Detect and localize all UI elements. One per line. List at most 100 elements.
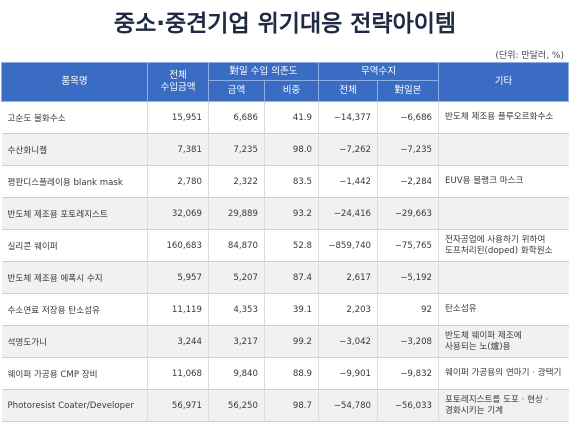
cell-trade-total: −54,780 <box>318 389 379 422</box>
strategy-items-table: 품목명 전체 수입금액 對일 수입 의존도 무역수지 기타 금액 비중 전체 對… <box>1 62 570 422</box>
cell-dep-amount: 3,217 <box>208 325 265 358</box>
cell-trade-total: −14,377 <box>318 101 379 134</box>
note-line: 사용되는 노(爐)용 <box>445 341 511 352</box>
note-line: 도프처리된(doped) 화학원소 <box>445 245 553 256</box>
cell-trade-total: −859,740 <box>318 229 379 262</box>
cell-dep-ratio: 83.5 <box>264 165 320 198</box>
cell-trade-japan: −75,765 <box>377 229 440 262</box>
table-row: 웨이퍼 가공용 CMP 장비 11,068 9,840 88.9 −9,901 −9,83… <box>1 357 569 390</box>
note-line: 반도체 제조용 플루오르화수소 <box>445 112 554 122</box>
cell-dep-amount: 29,889 <box>208 197 265 230</box>
cell-other-note: EUV용 블랭크 마스크 <box>438 165 569 198</box>
cell-trade-japan: −7,235 <box>377 133 440 166</box>
table-row: 석영도가니 3,244 3,217 99.2 −3,042 −3,208 반도체 웨이퍼 제… <box>1 325 569 358</box>
header-trade-group: 무역수지 <box>318 62 440 81</box>
cell-dep-ratio: 93.2 <box>264 197 320 230</box>
cell-total-import: 3,244 <box>147 325 209 358</box>
cell-trade-total: 2,203 <box>318 293 379 326</box>
note-line: 반도체 웨이퍼 제조에 <box>445 330 522 341</box>
header-total-import-line1: 전체 <box>169 70 187 81</box>
cell-product-name: 반도체 제조용 에폭시 수지 <box>1 261 148 294</box>
cell-trade-japan: −3,208 <box>377 325 440 358</box>
table-row: 고순도 불화수소 15,951 6,686 41.9 −14,377 −6,686 반도체 … <box>1 101 569 134</box>
note-line: 전자공업에 사용하기 위하여 <box>445 234 546 245</box>
cell-dep-amount: 9,840 <box>208 357 265 390</box>
cell-trade-japan: −6,686 <box>377 101 440 134</box>
cell-dep-ratio: 98.0 <box>264 133 320 166</box>
cell-product-name: 수산화니켈 <box>1 133 148 166</box>
page-title: 중소·중견기업 위기대응 전략아이템 <box>113 11 457 37</box>
cell-product-name: Photoresist Coater/Developer <box>1 389 148 422</box>
cell-product-name: 반도체 제조용 포토레지스트 <box>1 197 148 230</box>
header-dependence-group: 對일 수입 의존도 <box>207 62 320 81</box>
cell-trade-total: −9,901 <box>318 357 379 390</box>
cell-dep-amount: 2,322 <box>208 165 265 198</box>
cell-other-note: 반도체 제조용 플루오르화수소 <box>438 101 569 134</box>
table-row: 반도체 제조용 포토레지스트 32,069 29,889 93.2 −24,416 −29… <box>1 197 569 230</box>
note-line: 웨이퍼 가공용의 연마기 · 광택기 <box>445 368 562 378</box>
table-body: 고순도 불화수소 15,951 6,686 41.9 −14,377 −6,686 반도체 … <box>1 101 569 422</box>
header-product: 품목명 <box>1 62 148 102</box>
table-row: 수산화니켈 7,381 7,235 98.0 −7,262 −7,235 <box>1 133 569 166</box>
table-row: Photoresist Coater/Developer 56,971 56,250… <box>1 389 569 422</box>
cell-trade-japan: −56,033 <box>377 389 440 422</box>
cell-trade-total: −24,416 <box>318 197 379 230</box>
cell-dep-amount: 84,870 <box>208 229 265 262</box>
note-line: 경화시키는 기계 <box>445 405 504 416</box>
cell-total-import: 2,780 <box>147 165 209 198</box>
note-line: EUV용 블랭크 마스크 <box>445 176 524 186</box>
unit-note: (단위: 만달러, %) <box>495 51 564 61</box>
header-dep-amount: 금액 <box>208 80 265 102</box>
cell-total-import: 5,957 <box>147 261 209 294</box>
note-line: 탄소섬유 <box>445 304 477 314</box>
cell-other-note <box>438 261 569 294</box>
cell-dep-amount: 7,235 <box>208 133 265 166</box>
header-dep-ratio: 비중 <box>263 80 320 102</box>
cell-product-name: 고순도 불화수소 <box>1 101 148 134</box>
cell-trade-total: −7,262 <box>318 133 379 166</box>
cell-product-name: 실리콘 웨이퍼 <box>1 229 148 262</box>
cell-trade-japan: −5,192 <box>377 261 440 294</box>
header-total-import: 전체 수입금액 <box>147 62 209 102</box>
cell-total-import: 32,069 <box>147 197 209 230</box>
cell-other-note: 탄소섬유 <box>438 293 569 326</box>
cell-trade-total: −3,042 <box>318 325 379 358</box>
cell-total-import: 56,971 <box>147 389 209 422</box>
cell-dep-ratio: 99.2 <box>264 325 320 358</box>
cell-dep-ratio: 39.1 <box>264 293 320 326</box>
cell-dep-amount: 5,207 <box>208 261 265 294</box>
note-line: 포토레지스트를 도포 · 현상 · <box>445 394 549 405</box>
cell-dep-ratio: 88.9 <box>264 357 320 390</box>
table-row: 평판디스플레이용 blank mask 2,780 2,322 83.5 −1,442−… <box>1 165 569 198</box>
cell-dep-ratio: 41.9 <box>264 101 320 134</box>
cell-total-import: 7,381 <box>147 133 209 166</box>
cell-product-name: 평판디스플레이용 blank mask <box>1 165 148 198</box>
table-row: 반도체 제조용 에폭시 수지 5,957 5,207 87.4 2,617 −5,192 <box>1 261 569 294</box>
cell-dep-amount: 4,353 <box>208 293 265 326</box>
header-trade-total: 전체 <box>318 80 379 102</box>
cell-trade-total: 2,617 <box>318 261 379 294</box>
cell-trade-japan: −9,832 <box>377 357 440 390</box>
cell-trade-japan: 92 <box>377 293 440 326</box>
cell-total-import: 15,951 <box>147 101 209 134</box>
cell-total-import: 11,119 <box>147 293 209 326</box>
cell-total-import: 160,683 <box>147 229 209 262</box>
cell-dep-ratio: 98.7 <box>264 389 320 422</box>
cell-other-note <box>438 197 569 230</box>
table-row: 실리콘 웨이퍼 160,683 84,870 52.8 −859,740 −75,765 전… <box>1 229 569 262</box>
cell-total-import: 11,068 <box>147 357 209 390</box>
cell-dep-amount: 6,686 <box>208 101 265 134</box>
cell-other-note: 웨이퍼 가공용의 연마기 · 광택기 <box>438 357 569 390</box>
cell-dep-ratio: 52.8 <box>264 229 320 262</box>
cell-product-name: 웨이퍼 가공용 CMP 장비 <box>1 357 148 390</box>
cell-other-note: 전자공업에 사용하기 위하여 도프처리된(doped) 화학원소 <box>438 229 569 262</box>
cell-product-name: 수소연료 저장용 탄소섬유 <box>1 293 148 326</box>
cell-trade-japan: −29,663 <box>377 197 440 230</box>
header-trade-japan: 對일본 <box>377 80 440 102</box>
header-total-import-line2: 수입금액 <box>160 82 196 93</box>
table-row: 수소연료 저장용 탄소섬유 11,119 4,353 39.1 2,203 92 탄소섬유 <box>1 293 569 326</box>
cell-trade-japan: −2,284 <box>377 165 440 198</box>
cell-other-note: 반도체 웨이퍼 제조에 사용되는 노(爐)용 <box>438 325 569 358</box>
cell-product-name: 석영도가니 <box>1 325 148 358</box>
cell-other-note: 포토레지스트를 도포 · 현상 · 경화시키는 기계 <box>438 389 569 422</box>
